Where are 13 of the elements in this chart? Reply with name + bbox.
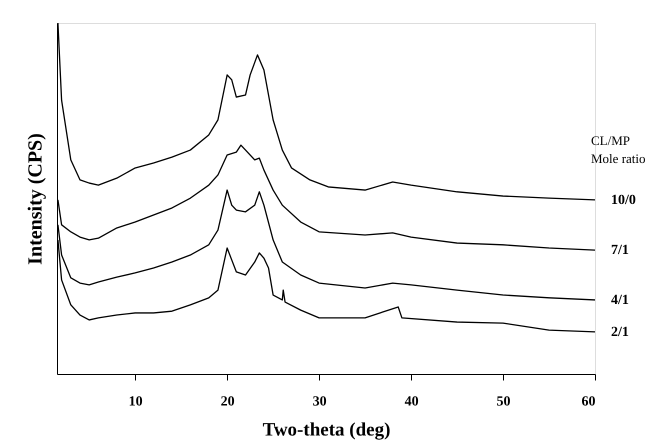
x-tick-label: 10 [128,394,143,410]
x-tick-label: 50 [496,394,511,410]
x-tick-label: 60 [582,394,596,410]
x-tick-label: 30 [312,394,327,410]
series-label: 10/0 [611,192,636,208]
x-axis-title: Two-theta (deg) [262,420,390,440]
series-label: 4/1 [611,292,629,308]
series-label: 7/1 [611,243,629,258]
x-tick-label: 20 [220,394,235,410]
series-label: 2/1 [611,324,629,340]
legend-title: CL/MP Mole ratio [591,133,646,166]
y-axis-title: Intensity (CPS) [24,133,46,265]
x-tick-label: 40 [404,394,419,410]
